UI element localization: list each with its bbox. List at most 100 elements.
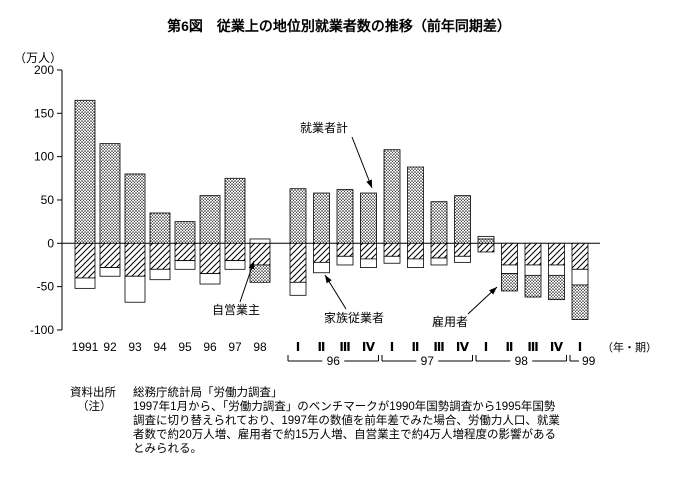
x-label-quarter: Ⅳ: [456, 340, 470, 354]
bar-segment-self_employed: [313, 242, 330, 263]
bar-segment-employees: [74, 99, 96, 244]
bar-segment-employees: [174, 221, 196, 244]
bar-segment-employees: [383, 149, 401, 244]
bracket-label: 98: [515, 354, 529, 368]
bar-segment-self_employed: [383, 242, 401, 257]
note-line-1: 1997年1月から、「労働力調査」のベンチマークが1990年国勢調査から1995…: [133, 399, 556, 413]
bar-segment-employees: [149, 212, 171, 244]
employees-arrow: [467, 286, 498, 315]
y-tick-label: 150: [34, 106, 54, 120]
bar-segment-employees: [571, 284, 589, 320]
x-label-quarter: Ⅱ: [412, 340, 420, 354]
bar-segment-employees: [313, 192, 330, 244]
y-tick-label: 50: [41, 193, 55, 207]
bar-segment-employees: [249, 264, 271, 283]
x-label-year: 96: [203, 340, 217, 354]
x-label-quarter: Ⅲ: [433, 340, 444, 354]
bar-segment-self_employed: [289, 242, 307, 283]
annotation-self-employed: 自営業主: [212, 303, 260, 317]
bar-segment-self_employed: [548, 242, 565, 266]
bracket-label: 99: [582, 354, 596, 368]
bar-segment-employees: [360, 192, 377, 244]
bar-segment-family_workers: [407, 258, 424, 268]
family-workers-arrow: [324, 274, 347, 310]
bar-segment-family_workers: [124, 275, 146, 303]
bar-segment-employees: [336, 189, 354, 244]
bar-segment-employees: [454, 195, 471, 244]
note-line-2: 調査に切り替えられており、1997年の数値を前年差でみた場合、労働力人口、就業: [133, 413, 560, 427]
bar-segment-family_workers: [149, 268, 171, 281]
bar-segment-family_workers: [360, 258, 377, 268]
x-label-quarter: Ⅰ: [484, 340, 488, 354]
x-label-year: 1991: [72, 340, 99, 354]
y-tick-label: 100: [34, 150, 54, 164]
bar-segment-self_employed: [224, 242, 246, 262]
x-label-quarter: Ⅲ: [339, 340, 350, 354]
y-axis-ticks: 200 150 100 50 0 -50 -100: [30, 63, 62, 337]
bar-segment-family_workers: [383, 255, 401, 264]
source-text: 総務庁統計局「労働力調査」: [133, 385, 283, 399]
figure-title: 第6図 従業上の地位別就業者数の推移（前年同期差）: [167, 18, 511, 34]
bar-segment-employees: [501, 273, 518, 292]
bar-segment-self_employed: [149, 242, 171, 270]
bar-segment-self_employed: [199, 242, 221, 275]
bar-segment-family_workers: [249, 238, 271, 244]
self-employed-arrow: [239, 260, 255, 303]
bar-segment-family_workers: [477, 235, 495, 240]
bar-segment-self_employed: [99, 242, 121, 268]
x-axis-unit-label: （年・期）: [602, 340, 657, 354]
bar-segment-family_workers: [571, 268, 589, 286]
bar-segment-self_employed: [124, 242, 146, 277]
total-employed-arrow: [351, 136, 373, 189]
bar-segment-self_employed: [571, 242, 589, 270]
bar-segment-family_workers: [99, 267, 121, 277]
bar-segment-employees: [99, 143, 121, 244]
bar-segment-self_employed: [407, 242, 424, 260]
bar-segment-employees: [430, 201, 448, 244]
bar-segment-self_employed: [501, 242, 518, 266]
x-label-quarter: Ⅱ: [318, 340, 326, 354]
x-label-year: 97: [228, 340, 242, 354]
bar-segment-self_employed: [477, 242, 495, 253]
bar-segment-family_workers: [454, 255, 471, 263]
x-label-year: 95: [178, 340, 192, 354]
y-tick-label: 0: [47, 236, 54, 250]
bar-segment-self_employed: [249, 242, 271, 266]
x-label-quarter: Ⅳ: [550, 340, 564, 354]
bar-segment-family_workers: [174, 260, 196, 270]
bar-segment-family_workers: [548, 264, 565, 276]
bar-segment-family_workers: [224, 260, 246, 270]
y-tick-label: -100: [30, 323, 54, 337]
y-tick-label: -50: [37, 280, 55, 294]
bar-segment-family_workers: [74, 277, 96, 289]
bar-segment-family_workers: [313, 261, 330, 274]
quarter-group-brackets: 96 97 98 99: [287, 354, 596, 368]
bar-segment-employees: [524, 274, 542, 298]
annotation-total-employed: 就業者計: [300, 120, 348, 135]
bar-segment-self_employed: [360, 242, 377, 260]
bracket-label: 96: [327, 354, 341, 368]
x-label-quarter: Ⅲ: [527, 340, 538, 354]
bar-segment-employees: [407, 166, 424, 244]
source-label: 資料出所: [70, 385, 116, 399]
annotation-arrows: [239, 136, 498, 315]
bar-segment-employees: [224, 177, 246, 244]
y-tick-label: 200: [34, 63, 54, 77]
annotation-family-workers: 家族従業者: [324, 310, 384, 325]
bar-segment-family_workers: [430, 257, 448, 266]
x-label-year: 94: [153, 340, 167, 354]
bar-segment-employees: [124, 173, 146, 244]
bar-segment-self_employed: [174, 242, 196, 262]
note-line-4: とみられる。: [133, 442, 202, 455]
x-label-quarter: Ⅰ: [390, 340, 394, 354]
bar-segment-employees: [477, 238, 495, 244]
note-line-3: 者数で約20万人増、雇用者で約15万人増、自営業主で約4万人増程度の影響がある: [133, 427, 556, 441]
bar-segment-family_workers: [336, 255, 354, 266]
bar-segment-employees: [289, 188, 307, 244]
bar-segment-family_workers: [199, 273, 221, 285]
bar-segment-family_workers: [501, 264, 518, 275]
y-axis-unit-label: （万人）: [14, 51, 62, 65]
x-label-quarter: Ⅳ: [362, 340, 376, 354]
